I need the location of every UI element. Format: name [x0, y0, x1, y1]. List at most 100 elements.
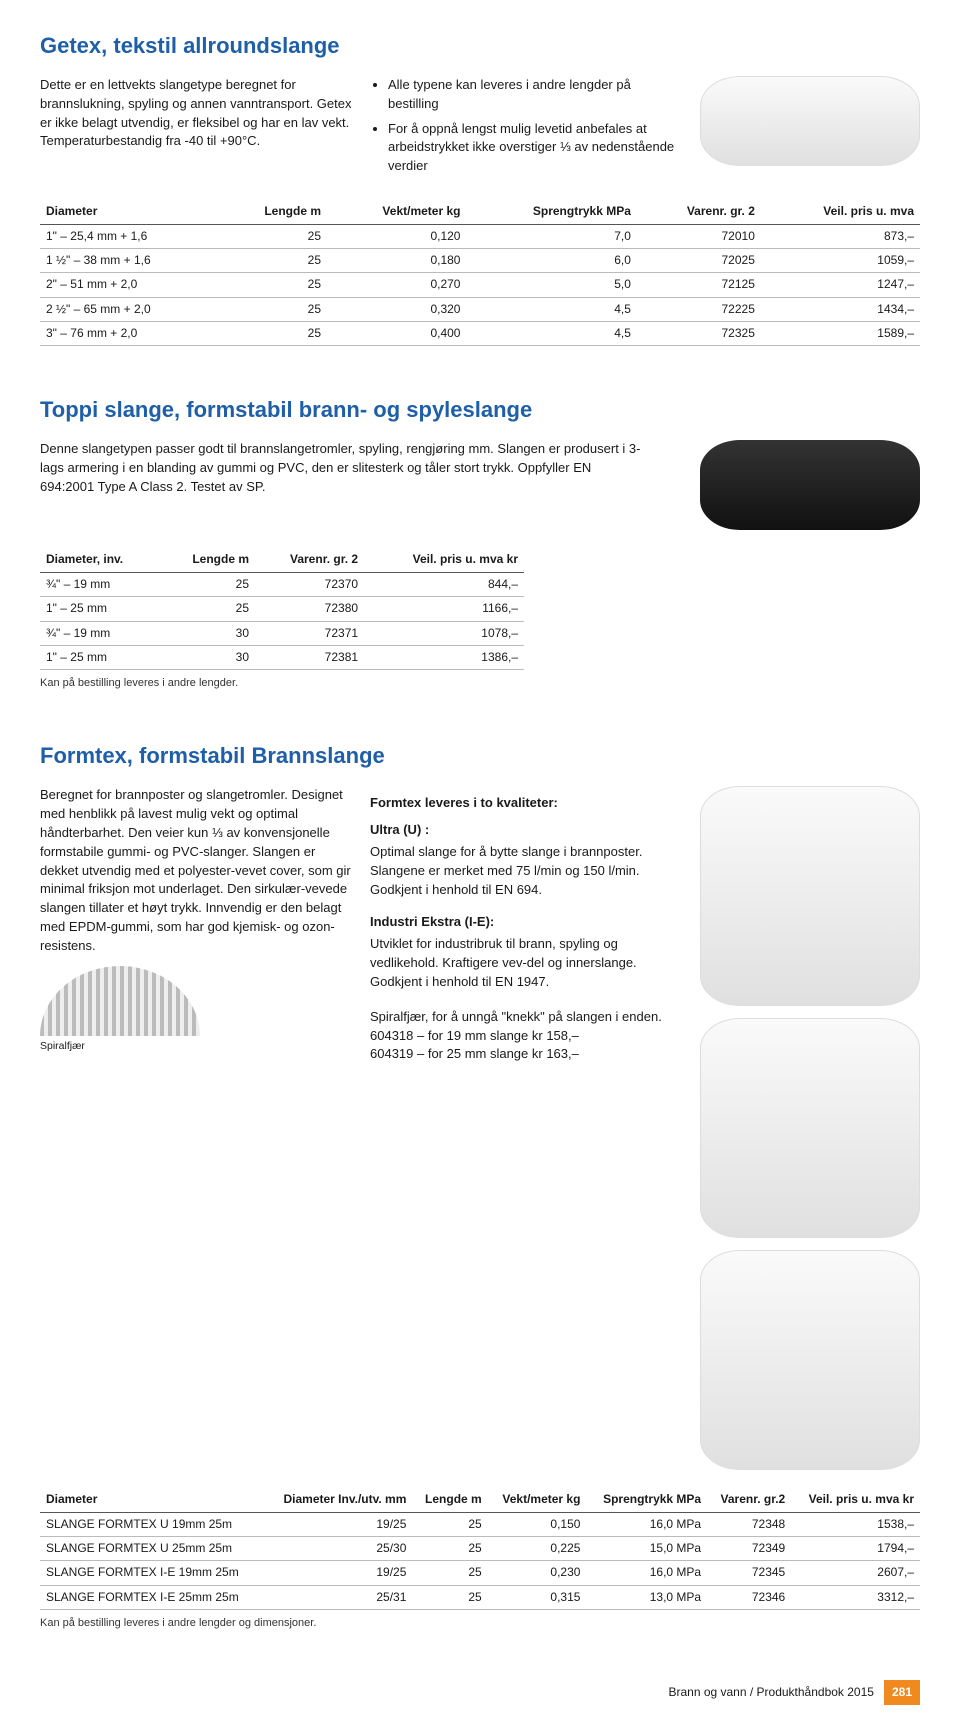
table-cell: 0,120	[327, 224, 466, 248]
section-toppi: Toppi slange, formstabil brann- og spyle…	[40, 394, 920, 692]
desc-text: Optimal slange for å bytte slange i bran…	[370, 843, 682, 900]
bullet-item: Alle typene kan leveres i andre lengder …	[388, 76, 682, 114]
table-cell: 3" – 76 mm + 2,0	[40, 322, 221, 346]
table-row: 3" – 76 mm + 2,0250,4004,5723251589,–	[40, 322, 920, 346]
table-cell: 0,270	[327, 273, 466, 297]
table-cell: 16,0 MPa	[586, 1561, 707, 1585]
table-cell: 0,150	[488, 1512, 587, 1536]
table-cell: 72380	[255, 597, 364, 621]
table-header-row: Diameter, inv. Lengde m Varenr. gr. 2 Ve…	[40, 548, 524, 572]
image-col	[700, 786, 920, 1470]
section-title: Toppi slange, formstabil brann- og spyle…	[40, 394, 920, 426]
table-cell: 1538,–	[791, 1512, 920, 1536]
desc-text: Beregnet for brannposter og slangetromle…	[40, 786, 352, 956]
getex-table: Diameter Lengde m Vekt/meter kg Sprengtr…	[40, 200, 920, 346]
table-cell: 72025	[637, 248, 761, 272]
col-header: Varenr. gr. 2	[255, 548, 364, 572]
product-image	[700, 786, 920, 1006]
table-cell: 25	[221, 322, 327, 346]
table-cell: 2607,–	[791, 1561, 920, 1585]
table-cell: 72348	[707, 1512, 791, 1536]
table-cell: 7,0	[466, 224, 636, 248]
table-cell: 4,5	[466, 297, 636, 321]
table-cell: 13,0 MPa	[586, 1585, 707, 1609]
table-row: ¾" – 19 mm30723711078,–	[40, 621, 524, 645]
table-cell: 72371	[255, 621, 364, 645]
table-cell: SLANGE FORMTEX I-E 25mm 25m	[40, 1585, 264, 1609]
table-cell: 72125	[637, 273, 761, 297]
table-row: 2" – 51 mm + 2,0250,2705,0721251247,–	[40, 273, 920, 297]
spiral-intro: Spiralfjær, for å unngå "knekk" på slang…	[370, 1008, 682, 1027]
col-header: Lengde m	[221, 200, 327, 224]
table-cell: 25/31	[264, 1585, 412, 1609]
table-cell: 1434,–	[761, 297, 920, 321]
table-cell: 25	[161, 597, 255, 621]
toppi-table: Diameter, inv. Lengde m Varenr. gr. 2 Ve…	[40, 548, 524, 670]
table-cell: 25	[412, 1585, 487, 1609]
table-cell: 25	[161, 572, 255, 596]
section-title: Formtex, formstabil Brannslange	[40, 740, 920, 772]
table-cell: 15,0 MPa	[586, 1536, 707, 1560]
desc-para: Denne slangetypen passer godt til branns…	[40, 440, 642, 530]
col-header: Varenr. gr.2	[707, 1488, 791, 1512]
table-cell: 5,0	[466, 273, 636, 297]
desc-col-1: Dette er en lettvekts slangetype beregne…	[40, 76, 352, 182]
table-cell: 1589,–	[761, 322, 920, 346]
table-cell: 6,0	[466, 248, 636, 272]
subheading: Ultra (U) :	[370, 821, 682, 840]
table-row: SLANGE FORMTEX I-E 19mm 25m19/25250,2301…	[40, 1561, 920, 1585]
table-cell: 873,–	[761, 224, 920, 248]
table-cell: 844,–	[364, 572, 524, 596]
table-cell: 72010	[637, 224, 761, 248]
table-cell: 72370	[255, 572, 364, 596]
footer-text: Brann og vann / Produkthåndbok 2015	[668, 1684, 874, 1701]
subheading: Industri Ekstra (I-E):	[370, 913, 682, 932]
product-image	[700, 440, 920, 530]
table-cell: 25	[221, 248, 327, 272]
table-note: Kan på bestilling leveres i andre lengde…	[40, 676, 920, 692]
spiral-image	[40, 966, 200, 1036]
table-row: 1" – 25 mm25723801166,–	[40, 597, 524, 621]
table-row: 1" – 25,4 mm + 1,6250,1207,072010873,–	[40, 224, 920, 248]
table-cell: 30	[161, 645, 255, 669]
desc-col-1: Beregnet for brannposter og slangetromle…	[40, 786, 352, 1054]
table-cell: 1 ½" – 38 mm + 1,6	[40, 248, 221, 272]
table-cell: 72345	[707, 1561, 791, 1585]
table-cell: ¾" – 19 mm	[40, 572, 161, 596]
table-cell: 25	[412, 1536, 487, 1560]
col-header: Vekt/meter kg	[327, 200, 466, 224]
col-header: Diameter	[40, 200, 221, 224]
desc-text: Utviklet for industribruk til brann, spy…	[370, 935, 682, 992]
table-cell: ¾" – 19 mm	[40, 621, 161, 645]
spiral-line: 604318 – for 19 mm slange kr 158,–	[370, 1027, 682, 1046]
col-header: Diameter, inv.	[40, 548, 161, 572]
table-cell: 19/25	[264, 1561, 412, 1585]
table-cell: 25	[221, 273, 327, 297]
table-cell: 0,180	[327, 248, 466, 272]
table-cell: 25	[221, 297, 327, 321]
col-header: Diameter Inv./utv. mm	[264, 1488, 412, 1512]
table-row: 2 ½" – 65 mm + 2,0250,3204,5722251434,–	[40, 297, 920, 321]
table-note: Kan på bestilling leveres i andre lengde…	[40, 1616, 920, 1632]
table-cell: 2 ½" – 65 mm + 2,0	[40, 297, 221, 321]
table-cell: 0,315	[488, 1585, 587, 1609]
table-header-row: Diameter Diameter Inv./utv. mm Lengde m …	[40, 1488, 920, 1512]
table-cell: 25	[412, 1561, 487, 1585]
col-header: Sprengtrykk MPa	[466, 200, 636, 224]
table-cell: 1247,–	[761, 273, 920, 297]
table-cell: 2" – 51 mm + 2,0	[40, 273, 221, 297]
table-row: SLANGE FORMTEX U 25mm 25m25/30250,22515,…	[40, 1536, 920, 1560]
col-header: Veil. pris u. mva kr	[791, 1488, 920, 1512]
product-image	[700, 1250, 920, 1470]
table-cell: 1" – 25,4 mm + 1,6	[40, 224, 221, 248]
page-number: 281	[884, 1680, 920, 1705]
table-cell: 30	[161, 621, 255, 645]
table-cell: 1794,–	[791, 1536, 920, 1560]
col-header: Varenr. gr. 2	[637, 200, 761, 224]
two-column-layout: Dette er en lettvekts slangetype beregne…	[40, 76, 920, 182]
table-cell: 19/25	[264, 1512, 412, 1536]
page-footer: Brann og vann / Produkthåndbok 2015 281	[40, 1680, 920, 1705]
table-row: 1" – 25 mm30723811386,–	[40, 645, 524, 669]
table-cell: 0,225	[488, 1536, 587, 1560]
table-cell: 1" – 25 mm	[40, 645, 161, 669]
